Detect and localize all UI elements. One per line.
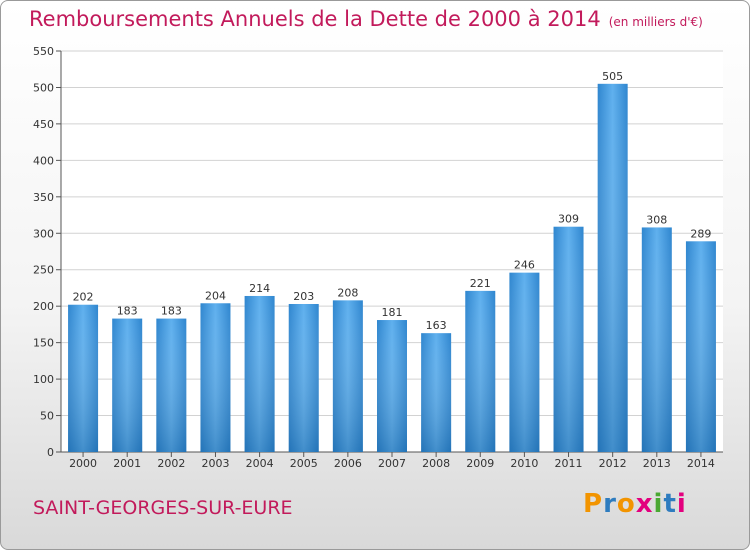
- bar-shade: [156, 318, 187, 452]
- bar-shade: [553, 226, 584, 452]
- x-tick-label: 2013: [643, 457, 671, 470]
- y-tick-label: 150: [33, 337, 54, 350]
- city-name: SAINT-GEORGES-SUR-EURE: [33, 497, 293, 519]
- y-tick-label: 50: [40, 410, 54, 423]
- bar-value-label: 202: [73, 291, 94, 304]
- x-tick-label: 2011: [555, 457, 583, 470]
- bar-shade: [465, 290, 496, 452]
- bar-2000: [68, 304, 99, 452]
- bar-shade: [685, 241, 716, 452]
- bar-value-label: 181: [382, 306, 403, 319]
- bar-value-label: 246: [514, 259, 535, 272]
- bar-value-label: 505: [602, 70, 623, 83]
- bar-2005: [288, 303, 319, 452]
- x-tick-label: 2012: [599, 457, 627, 470]
- y-tick-label: 350: [33, 191, 54, 204]
- proxiti-logo: Proxiti: [583, 489, 687, 519]
- bar-value-label: 183: [161, 305, 182, 318]
- bar-2009: [465, 290, 496, 452]
- bar-shade: [641, 227, 672, 452]
- bar-2011: [553, 226, 584, 452]
- chart-title-text: Remboursements Annuels de la Dette de 20…: [29, 7, 601, 31]
- labels: 0 50 100 150 200 250 300 350 400 450 500 550 202 2000…: [33, 45, 715, 470]
- x-tick-label: 2009: [466, 457, 494, 470]
- logo-letter: P: [583, 489, 604, 519]
- bar-2012: [597, 83, 628, 453]
- x-tick-label: 2007: [378, 457, 406, 470]
- bar-shade: [200, 303, 231, 452]
- y-tick-label: 450: [33, 118, 54, 131]
- bar-value-label: 204: [205, 289, 226, 302]
- bar-shade: [597, 83, 628, 453]
- y-tick-label: 250: [33, 264, 54, 277]
- bar-shade: [112, 318, 143, 452]
- bar-value-label: 309: [558, 213, 579, 226]
- bar-2013: [641, 227, 672, 452]
- x-tick-label: 2014: [687, 457, 715, 470]
- bar-value-label: 208: [337, 286, 358, 299]
- bar-2010: [509, 272, 540, 452]
- bar-value-label: 183: [117, 305, 138, 318]
- bar-2006: [332, 300, 363, 452]
- bars: [68, 83, 716, 453]
- logo-letter: i: [676, 489, 687, 519]
- y-tick-label: 400: [33, 154, 54, 167]
- bar-value-label: 163: [426, 319, 447, 332]
- y-tick-label: 0: [47, 446, 54, 459]
- y-tick-label: 100: [33, 373, 54, 386]
- bar-2014: [685, 241, 716, 452]
- x-tick-label: 2003: [201, 457, 229, 470]
- logo-letter: t: [663, 489, 677, 519]
- x-tick-label: 2005: [290, 457, 318, 470]
- y-tick-label: 300: [33, 227, 54, 240]
- bar-shade: [509, 272, 540, 452]
- bar-shade: [332, 300, 363, 452]
- y-tick-label: 550: [33, 45, 54, 58]
- logo-letter: i: [653, 489, 664, 519]
- bar-shade: [377, 320, 407, 452]
- bar-shade: [68, 304, 99, 452]
- bar-2002: [156, 318, 187, 452]
- x-tick-label: 2010: [510, 457, 538, 470]
- logo-letter: x: [635, 489, 654, 519]
- x-tick-label: 2000: [69, 457, 97, 470]
- bar-shade: [288, 303, 319, 452]
- bar-shade: [244, 295, 275, 452]
- bar-value-label: 289: [690, 227, 711, 240]
- y-tick-label: 200: [33, 300, 54, 313]
- bar-2007: [377, 320, 407, 452]
- x-tick-label: 2006: [334, 457, 362, 470]
- bar-2008: [421, 333, 452, 452]
- bar-value-label: 221: [470, 277, 491, 290]
- bar-value-label: 214: [249, 282, 270, 295]
- chart-title: Remboursements Annuels de la Dette de 20…: [29, 7, 703, 31]
- bar-value-label: 308: [646, 213, 667, 226]
- x-tick-label: 2004: [246, 457, 274, 470]
- bar-2003: [200, 303, 231, 452]
- x-tick-label: 2008: [422, 457, 450, 470]
- x-tick-label: 2001: [113, 457, 141, 470]
- y-tick-label: 500: [33, 81, 54, 94]
- bar-2004: [244, 295, 275, 452]
- chart-subtitle: (en milliers d'€): [608, 15, 703, 29]
- logo-letter: o: [616, 489, 636, 519]
- x-tick-label: 2002: [157, 457, 185, 470]
- bar-shade: [421, 333, 452, 452]
- bar-value-label: 203: [293, 290, 314, 303]
- bar-2001: [112, 318, 143, 452]
- logo-letter: r: [603, 489, 617, 519]
